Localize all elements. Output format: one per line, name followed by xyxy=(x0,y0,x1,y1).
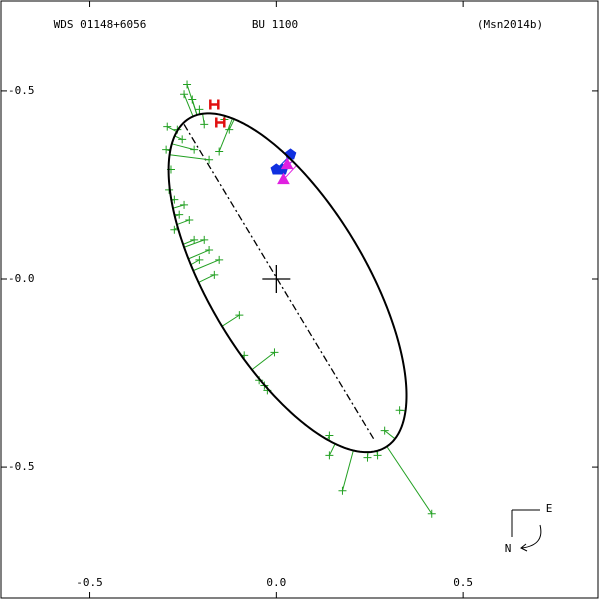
data-point xyxy=(200,235,209,244)
residual xyxy=(176,219,190,226)
line-of-nodes xyxy=(183,124,376,441)
x-tick-label: -0.5 xyxy=(76,576,103,589)
data-point xyxy=(325,451,334,460)
data-point xyxy=(190,235,199,244)
data-point xyxy=(185,215,194,224)
residual xyxy=(198,274,215,283)
compass-rotation xyxy=(520,524,542,552)
residual xyxy=(172,204,185,209)
x-tick-label: 0.0 xyxy=(266,576,286,589)
y-tick-label: -0.0 xyxy=(8,272,35,285)
compass-east: E xyxy=(546,502,553,515)
title-left: WDS 01148+6056 xyxy=(54,18,147,31)
residual xyxy=(386,446,433,515)
residual xyxy=(183,239,205,248)
data-point xyxy=(195,105,204,114)
data-point xyxy=(180,200,189,209)
residual xyxy=(183,94,194,117)
data-point xyxy=(178,135,187,144)
residual xyxy=(193,259,220,272)
residual xyxy=(169,154,210,161)
compass-arrows xyxy=(511,509,540,537)
residual xyxy=(341,450,354,491)
data-point xyxy=(277,172,290,185)
compass-north: N xyxy=(505,542,512,555)
origin-cross xyxy=(262,264,291,293)
orbit-ellipse xyxy=(167,112,408,454)
data-point xyxy=(235,311,244,320)
data-point xyxy=(188,95,197,104)
data-point xyxy=(280,157,294,170)
data-point xyxy=(215,255,224,264)
residual xyxy=(251,351,275,371)
data-point xyxy=(180,90,189,99)
y-tick-label: -0.5 xyxy=(8,460,35,473)
data-point xyxy=(284,148,297,160)
residual xyxy=(174,135,183,140)
residual xyxy=(328,443,336,456)
residual xyxy=(384,430,396,440)
data-point xyxy=(427,509,436,518)
data-point xyxy=(215,117,226,128)
data-point xyxy=(190,145,199,154)
title-center: BU 1100 xyxy=(252,18,298,31)
data-point xyxy=(338,486,347,495)
data-point xyxy=(270,348,279,357)
title-right: (Msn2014b) xyxy=(477,18,543,31)
residual xyxy=(182,239,195,245)
residual xyxy=(188,249,210,260)
residual xyxy=(221,314,240,327)
data-point xyxy=(215,147,224,156)
data-point xyxy=(200,120,209,129)
compass: E N xyxy=(505,502,553,555)
data-point xyxy=(325,431,334,440)
residual xyxy=(218,118,233,152)
residual xyxy=(228,118,235,130)
data-point xyxy=(380,426,389,435)
data-point xyxy=(205,246,214,255)
residual xyxy=(190,259,200,266)
data-point xyxy=(205,155,214,164)
data-point xyxy=(209,99,220,110)
data-point xyxy=(225,125,234,134)
data-point xyxy=(162,145,171,154)
data-point xyxy=(195,255,204,264)
data-point xyxy=(373,451,382,460)
residual xyxy=(171,143,195,151)
data-point xyxy=(363,453,372,462)
residual xyxy=(191,99,198,116)
data-point xyxy=(210,270,219,279)
residual xyxy=(167,126,178,133)
x-tick-label: 0.5 xyxy=(453,576,473,589)
data-point xyxy=(163,122,172,131)
data-point xyxy=(175,210,184,219)
data-point xyxy=(183,80,192,89)
data-point xyxy=(170,225,179,234)
y-tick-label: -0.5 xyxy=(8,84,35,97)
data-point xyxy=(395,406,404,415)
